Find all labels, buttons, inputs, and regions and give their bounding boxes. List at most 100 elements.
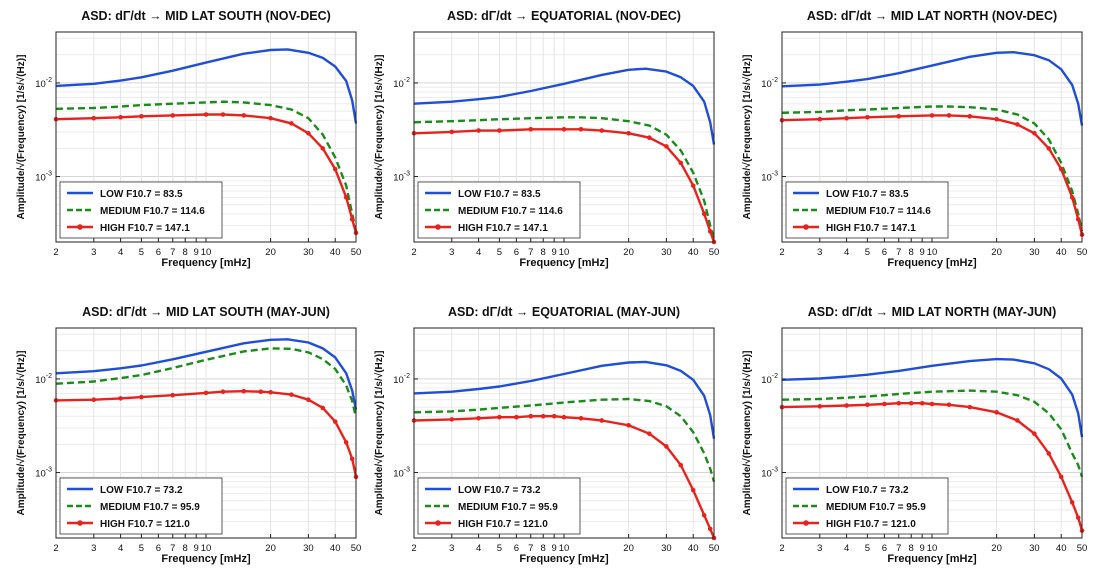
x-tick-label: 30 — [303, 247, 314, 258]
series-line-low — [55, 48, 358, 124]
series-point-high — [817, 404, 823, 409]
x-tick-label: 2 — [779, 543, 784, 554]
y-tick-label: 10-3 — [761, 171, 778, 184]
x-tick-label: 3 — [817, 247, 822, 258]
series-line-medium — [413, 397, 716, 482]
series-point-high — [919, 400, 925, 406]
series-line-low — [55, 338, 358, 410]
series-point-high — [332, 166, 338, 172]
x-tick-label: 20 — [265, 543, 276, 554]
series-point-high — [91, 115, 97, 121]
series-line-low — [413, 360, 716, 439]
x-tick-label: 50 — [709, 247, 720, 258]
x-tick-label: 6 — [882, 543, 887, 554]
series-point-high — [91, 397, 97, 403]
series-point-high — [865, 402, 870, 408]
legend-marker — [803, 520, 809, 526]
series-point-high — [994, 116, 999, 122]
series-point-high — [690, 183, 696, 188]
series-point-high — [349, 216, 355, 222]
x-tick-label: 40 — [1056, 247, 1067, 258]
series-point-high — [929, 401, 935, 407]
chart-title: ASD: dΓ/dt → MID LAT NORTH (NOV-DEC) — [807, 9, 1057, 23]
chart-title: ASD: dΓ/dt → EQUATORIAL (MAY-JUN) — [448, 305, 680, 319]
y-tick-label: 10-3 — [761, 467, 778, 480]
series-point-high — [994, 410, 999, 415]
series-line-low — [413, 67, 716, 145]
chart-panel: 2 3 4 5 6 7 8 9 10 20 30 40 50 10-2 10-3 ASD: dΓ/dt → M… — [16, 305, 361, 565]
series-point-high — [701, 211, 707, 217]
series-point-high — [170, 392, 176, 398]
series-line-medium — [55, 347, 358, 418]
x-tick-label: 8 — [183, 543, 188, 554]
legend-label: MEDIUM F10.7 = 114.6 — [100, 206, 205, 217]
legend-label: LOW F10.7 = 73.2 — [826, 485, 909, 496]
y-tick-label: 10-2 — [761, 373, 778, 386]
legend-label: LOW F10.7 = 83.5 — [826, 189, 909, 200]
series-point-high — [664, 444, 669, 449]
x-tick-label: 5 — [497, 247, 502, 258]
x-tick-label: 4 — [476, 543, 481, 554]
x-tick-label: 8 — [909, 247, 914, 258]
x-tick-label: 8 — [909, 543, 914, 554]
series-line-low — [781, 357, 1084, 438]
x-tick-label: 9 — [920, 543, 925, 554]
x-axis-label: Frequency [mHz] — [519, 257, 609, 269]
x-tick-label: 6 — [514, 247, 519, 258]
legend: LOW F10.7 = 73.2 MEDIUM F10.7 = 95.9 HIGH … — [59, 477, 223, 535]
x-tick-label: 10 — [927, 247, 938, 258]
legend: LOW F10.7 = 73.2 MEDIUM F10.7 = 95.9 HIGH … — [417, 477, 581, 535]
x-tick-label: 6 — [156, 543, 161, 554]
series-point-high — [578, 415, 584, 421]
legend-label: MEDIUM F10.7 = 95.9 — [826, 502, 926, 513]
series-point-high — [678, 462, 684, 468]
series-point-high — [1058, 474, 1064, 480]
x-tick-label: 30 — [303, 543, 314, 554]
legend-label: LOW F10.7 = 73.2 — [458, 485, 541, 496]
chart-panel: 2 3 4 5 6 7 8 9 10 20 30 40 50 10-2 10-3 ASD: dΓ/dt → E… — [374, 9, 719, 269]
series-line-high — [55, 113, 358, 234]
series-line-medium — [781, 389, 1084, 478]
series-point-high — [865, 114, 870, 120]
series-point-high — [203, 390, 209, 396]
x-tick-label: 50 — [1077, 543, 1088, 554]
chart-title: ASD: dΓ/dt → MID LAT SOUTH (MAY-JUN) — [82, 305, 330, 319]
x-tick-label: 9 — [920, 247, 925, 258]
y-tick-label: 10-2 — [35, 373, 52, 386]
x-axis-label: Frequency [mHz] — [519, 553, 609, 565]
y-tick-label: 10-3 — [393, 467, 410, 480]
y-tick-label: 10-2 — [393, 77, 410, 90]
legend-marker — [435, 224, 441, 230]
x-tick-label: 10 — [201, 543, 212, 554]
legend-label: LOW F10.7 = 73.2 — [100, 485, 183, 496]
legend-box — [59, 477, 223, 535]
series-point-high — [258, 389, 264, 395]
series-point-high — [626, 130, 631, 136]
x-tick-label: 2 — [53, 247, 58, 258]
x-tick-label: 20 — [991, 247, 1002, 258]
series-point-high — [1075, 515, 1081, 520]
x-tick-label: 2 — [779, 247, 784, 258]
x-tick-label: 10 — [201, 247, 212, 258]
series-line-medium — [413, 116, 716, 239]
legend-label: MEDIUM F10.7 = 114.6 — [826, 206, 931, 217]
legend-label: MEDIUM F10.7 = 95.9 — [100, 502, 200, 513]
series-point-high — [528, 413, 534, 419]
x-tick-label: 5 — [865, 543, 870, 554]
series-point-high — [1058, 166, 1064, 172]
series-point-high — [1046, 451, 1052, 456]
series-line-high — [413, 128, 716, 243]
series-point-high — [967, 404, 973, 410]
y-axis-label: Amplitude/√(Frequency) [1/s/√(Hz)] — [374, 351, 385, 516]
x-tick-label: 40 — [688, 543, 699, 554]
x-tick-label: 5 — [865, 247, 870, 258]
x-tick-label: 3 — [817, 543, 822, 554]
chart-panel: 2 3 4 5 6 7 8 9 10 20 30 40 50 10-2 10-3 ASD: dΓ/dt → E… — [374, 305, 719, 565]
series-point-high — [1032, 130, 1037, 136]
y-axis-label: Amplitude/√(Frequency) [1/s/√(Hz)] — [16, 351, 27, 516]
series-point-high — [528, 126, 534, 132]
series-point-high — [578, 126, 584, 132]
legend-marker — [77, 520, 83, 526]
series-point-high — [1032, 431, 1037, 437]
series-point-high — [967, 114, 973, 119]
